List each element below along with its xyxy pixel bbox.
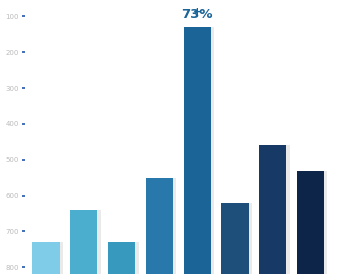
Bar [259, 145, 286, 274]
Bar [74, 210, 101, 274]
Bar [262, 145, 290, 274]
Bar [149, 178, 176, 274]
Bar [70, 210, 97, 274]
Text: 73%: 73% [181, 8, 213, 21]
Bar [36, 242, 63, 274]
Bar [111, 242, 139, 274]
Bar [184, 27, 211, 274]
Bar [108, 242, 135, 274]
Bar [146, 178, 173, 274]
Bar [221, 203, 249, 274]
Text: +: + [193, 7, 202, 17]
Bar [300, 171, 327, 274]
Bar [32, 242, 60, 274]
Bar [187, 27, 214, 274]
Bar [297, 171, 324, 274]
Bar [225, 203, 252, 274]
